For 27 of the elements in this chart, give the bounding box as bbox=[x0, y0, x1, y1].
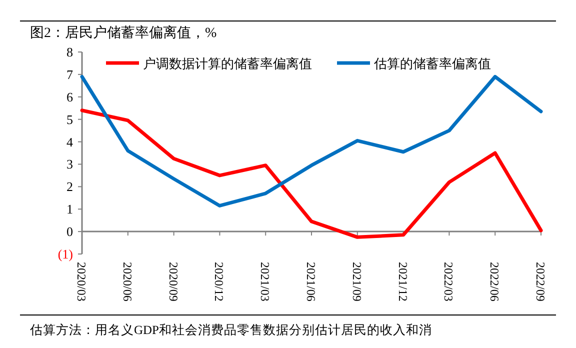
y-tick-label: 0 bbox=[66, 224, 73, 240]
x-tick-label: 2020/06 bbox=[120, 262, 134, 302]
y-tick-label: 2 bbox=[66, 179, 73, 194]
text: 估算方法：用名义GDP和社会消费品零售数据分别估计居民的收入和消 bbox=[29, 322, 432, 337]
line-series bbox=[80, 108, 543, 239]
y-tick-label: 6 bbox=[66, 89, 74, 104]
x-tick-label: 2022/03 bbox=[442, 262, 456, 302]
x-tick-label: 2020/03 bbox=[74, 262, 88, 302]
y-tick-label: 5 bbox=[66, 112, 73, 127]
x-tick-label: 2022/06 bbox=[488, 262, 502, 302]
x-tick-label: 2022/09 bbox=[534, 262, 548, 302]
y-tick-label: 1 bbox=[66, 202, 73, 217]
legend-label: 估算的储蓄率偏离值 bbox=[373, 56, 491, 71]
x-tick-label: 2020/12 bbox=[212, 262, 226, 302]
y-tick-label: 8 bbox=[66, 44, 73, 60]
y-tick-label: 7 bbox=[66, 66, 74, 82]
y-tick-label: 3 bbox=[66, 156, 73, 172]
legend-label: 户调数据计算的储蓄率偏离值 bbox=[143, 56, 312, 71]
x-tick-label: 2021/09 bbox=[350, 262, 364, 302]
y-tick-label: (1) bbox=[58, 246, 73, 262]
line-series bbox=[80, 74, 543, 208]
chart-title: 图2：居民户储蓄率偏离值，% bbox=[30, 25, 217, 41]
x-tick-label: 2021/06 bbox=[304, 262, 318, 302]
x-tick-label: 2021/03 bbox=[258, 262, 272, 302]
x-tick-label: 2021/12 bbox=[396, 262, 410, 302]
y-tick-label: 4 bbox=[66, 134, 74, 150]
x-tick-label: 2020/09 bbox=[166, 262, 180, 302]
